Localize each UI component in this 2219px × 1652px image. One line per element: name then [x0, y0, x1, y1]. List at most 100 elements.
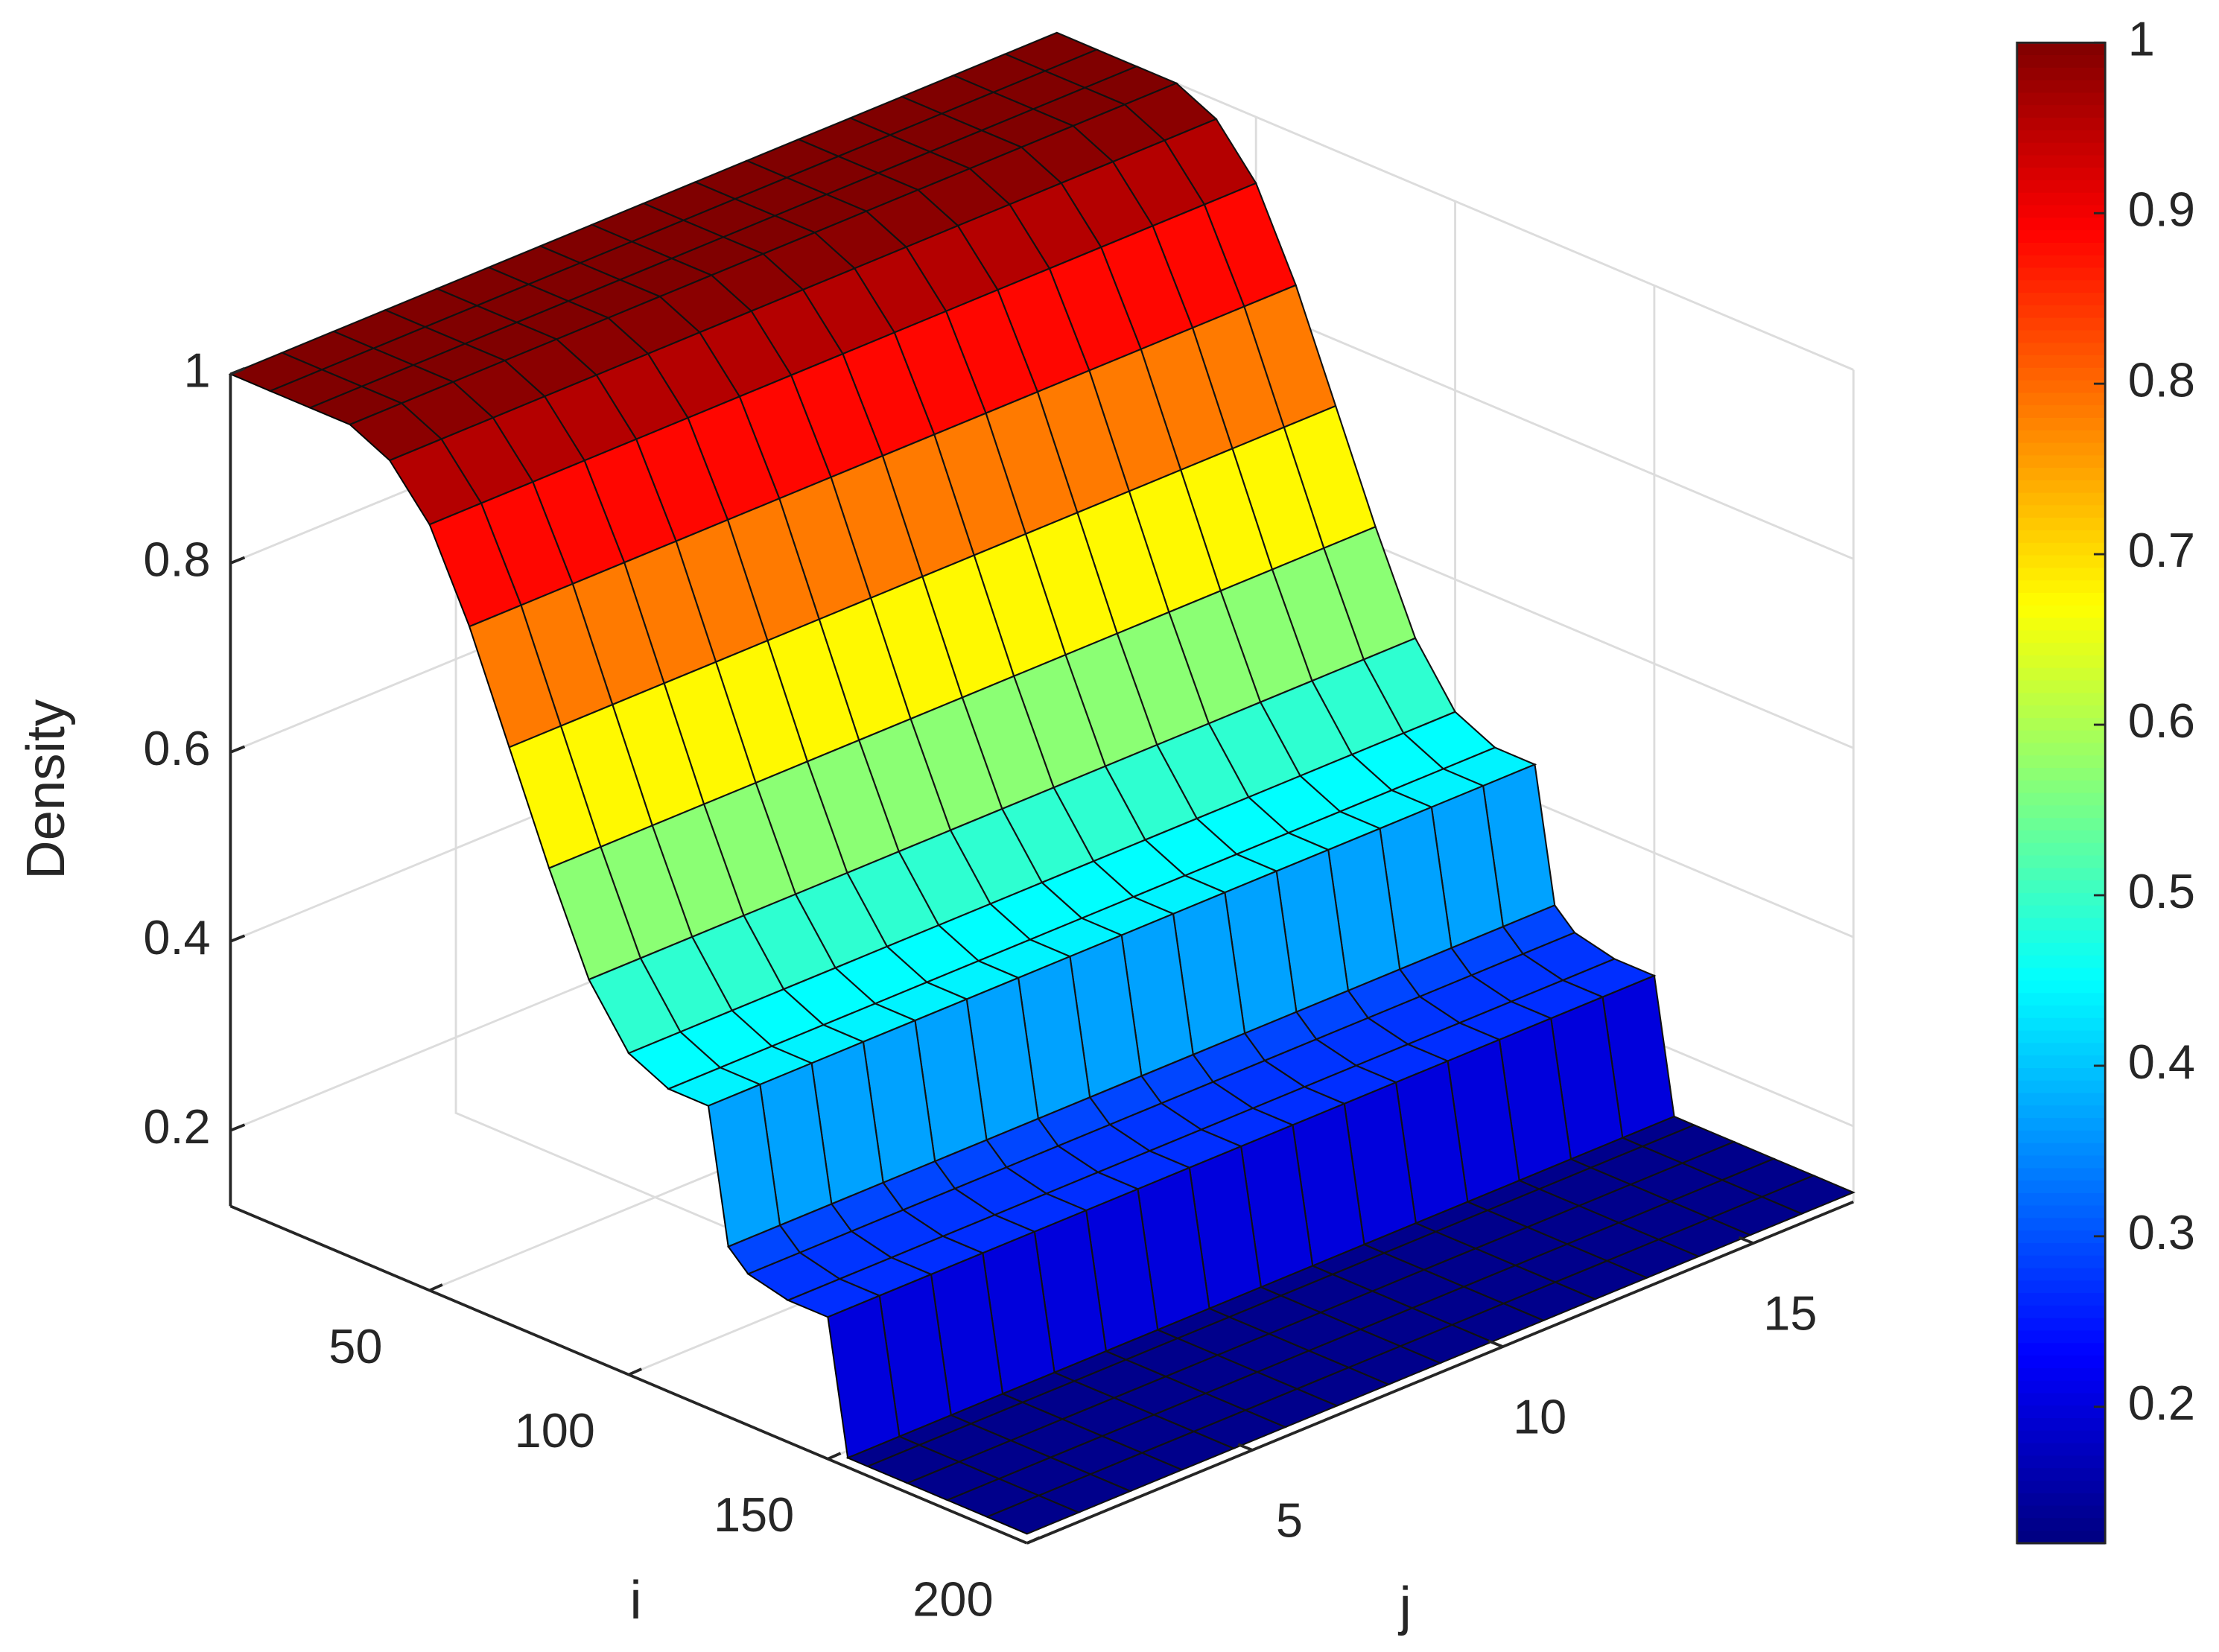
colorbar-swatch — [2016, 130, 2106, 144]
colorbar-swatch — [2016, 1168, 2106, 1182]
colorbar-tick-label: 0.6 — [2128, 693, 2195, 748]
colorbar-swatch — [2016, 680, 2106, 694]
colorbar-swatch — [2016, 555, 2106, 569]
y-tick-label: 15 — [1763, 1286, 1817, 1341]
colorbar-swatch — [2016, 417, 2106, 432]
colorbar-swatch — [2016, 1105, 2106, 1119]
colorbar-swatch — [2016, 1455, 2106, 1470]
colorbar-tick-label: 0.8 — [2128, 352, 2195, 407]
colorbar-swatch — [2016, 367, 2106, 382]
colorbar-swatch — [2016, 205, 2106, 219]
colorbar-swatch — [2016, 280, 2106, 294]
x-tick — [1026, 1536, 1041, 1545]
colorbar-swatch — [2016, 330, 2106, 344]
colorbar-tick-label: 0.5 — [2128, 864, 2195, 918]
colorbar-swatch — [2016, 868, 2106, 882]
colorbar-swatch — [2016, 317, 2106, 331]
colorbar-swatch — [2016, 1030, 2106, 1044]
colorbar-swatch — [2016, 255, 2106, 270]
colorbar-swatch — [2016, 655, 2106, 670]
z-tick-label: 0.8 — [143, 532, 210, 586]
colorbar-swatch — [2016, 1418, 2106, 1432]
colorbar-swatch — [2016, 1006, 2106, 1020]
y-axis — [1026, 1200, 1854, 1545]
colorbar-swatch — [2016, 980, 2106, 994]
colorbar-swatch — [2016, 217, 2106, 232]
x-tick-label: 50 — [328, 1319, 382, 1373]
colorbar-swatch — [2016, 455, 2106, 469]
colorbar-swatch — [2016, 1343, 2106, 1357]
colorbar-swatch — [2016, 1143, 2106, 1157]
colorbar-swatch — [2016, 542, 2106, 557]
y-tick — [1237, 1443, 1254, 1452]
colorbar-swatch — [2016, 155, 2106, 169]
colorbar-swatch — [2016, 993, 2106, 1007]
y-tick — [1738, 1236, 1754, 1245]
colorbar-swatch — [2016, 1043, 2106, 1057]
colorbar-swatch — [2016, 842, 2106, 857]
x-tick — [827, 1452, 842, 1461]
colorbar-tick-label: 0.9 — [2128, 182, 2195, 236]
colorbar-swatch — [2016, 55, 2106, 69]
z-tick — [229, 556, 246, 565]
colorbar-swatch — [2016, 1356, 2106, 1370]
colorbar-swatch — [2016, 142, 2106, 156]
colorbar-swatch — [2016, 230, 2106, 244]
x-tick — [428, 1283, 443, 1292]
colorbar-swatch — [2016, 1430, 2106, 1445]
colorbar-swatch — [2016, 442, 2106, 457]
colorbar-swatch — [2016, 192, 2106, 207]
colorbar-swatch — [2016, 430, 2106, 445]
colorbar-swatch — [2016, 1480, 2106, 1495]
colorbar-swatch — [2016, 968, 2106, 982]
colorbar-swatch — [2016, 468, 2106, 482]
colorbar-swatch — [2016, 1405, 2106, 1420]
colorbar-swatch — [2016, 1518, 2106, 1532]
colorbar-swatch — [2016, 805, 2106, 819]
colorbar-tick-label: 1 — [2128, 11, 2155, 66]
colorbar-swatch — [2016, 743, 2106, 757]
colorbar-swatch — [2016, 1330, 2106, 1344]
colorbar-tick-label: 0.4 — [2128, 1035, 2195, 1089]
colorbar-swatch — [2016, 530, 2106, 544]
colorbar-swatch — [2016, 1181, 2106, 1195]
colorbar-swatch — [2016, 1380, 2106, 1394]
colorbar-swatch — [2016, 755, 2106, 769]
colorbar-swatch — [2016, 892, 2106, 907]
y-tick-label: 10 — [1513, 1389, 1566, 1443]
colorbar-swatch — [2016, 943, 2106, 957]
z-tick-label: 1 — [184, 343, 211, 397]
y-axis-label: j — [1398, 1576, 1412, 1636]
colorbar-swatch — [2016, 568, 2106, 582]
colorbar-swatch — [2016, 92, 2106, 107]
colorbar-swatch — [2016, 355, 2106, 369]
colorbar-swatch — [2016, 905, 2106, 920]
colorbar-swatch — [2016, 1367, 2106, 1382]
z-axis-label: Density — [16, 699, 76, 880]
colorbar-tick-label: 0.7 — [2128, 523, 2195, 577]
colorbar-swatch — [2016, 1230, 2106, 1245]
colorbar-swatch — [2016, 630, 2106, 644]
colorbar-swatch — [2016, 1268, 2106, 1282]
colorbar-swatch — [2016, 293, 2106, 307]
z-tick-label: 0.2 — [143, 1099, 210, 1154]
colorbar-swatch — [2016, 717, 2106, 732]
colorbar-swatch — [2016, 405, 2106, 419]
colorbar-swatch — [2016, 918, 2106, 932]
colorbar-swatch — [2016, 1393, 2106, 1407]
z-tick-label: 0.4 — [143, 910, 210, 965]
colorbar-swatch — [2016, 643, 2106, 657]
colorbar-swatch — [2016, 1205, 2106, 1219]
colorbar-swatch — [2016, 393, 2106, 407]
colorbar-swatch — [2016, 1055, 2106, 1070]
colorbar-swatch — [2016, 592, 2106, 607]
colorbar-swatch — [2016, 1130, 2106, 1145]
colorbar-swatch — [2016, 605, 2106, 620]
colorbar-swatch — [2016, 1155, 2106, 1169]
colorbar-swatch — [2016, 80, 2106, 94]
colorbar-swatch — [2016, 105, 2106, 119]
colorbar-swatch — [2016, 1493, 2106, 1508]
colorbar-swatch — [2016, 492, 2106, 506]
z-tick — [229, 1123, 246, 1132]
